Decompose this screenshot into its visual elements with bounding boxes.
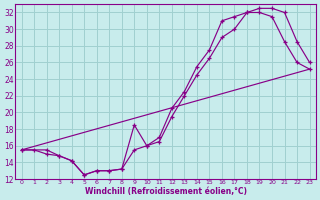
- X-axis label: Windchill (Refroidissement éolien,°C): Windchill (Refroidissement éolien,°C): [84, 187, 247, 196]
